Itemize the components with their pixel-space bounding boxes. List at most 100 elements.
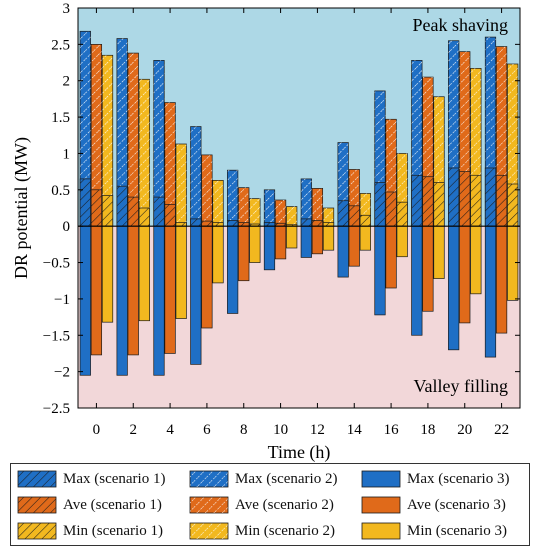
min-bar-scenario-1-hatch <box>175 222 187 227</box>
legend-swatch <box>189 470 229 488</box>
min-bar-scenario-3 <box>138 225 150 322</box>
max-bar-scenario-1-hatch <box>264 222 275 227</box>
max-bar-scenario-3 <box>263 225 276 271</box>
ave-bar-scenario-2-hatch <box>238 187 249 227</box>
min-bar-scenario-2-hatch <box>249 198 261 227</box>
min-bar-scenario-2-hatch <box>286 206 297 227</box>
y-tick-label: −1.5 <box>43 328 70 344</box>
min-bar-scenario-3 <box>396 225 408 258</box>
max-bar-scenario-3 <box>116 225 128 376</box>
x-axis-label: Time (h) <box>268 442 331 462</box>
y-tick-label: 2 <box>63 74 71 90</box>
min-bar-scenario-2-hatch <box>323 208 334 227</box>
min-bar-scenario-2-hatch <box>470 68 482 227</box>
max-bar-scenario-1-hatch <box>227 220 238 227</box>
ave-bar-scenario-1-hatch <box>496 175 507 227</box>
y-tick-label: −2.5 <box>43 401 70 417</box>
min-bar-scenario-1-hatch <box>360 215 371 227</box>
ave-bar-scenario-3 <box>127 225 139 356</box>
min-bar-scenario-2-hatch <box>139 79 150 227</box>
legend-swatch <box>17 470 57 488</box>
legend-item-ave-scenario-3: Ave (scenario 3) <box>361 494 506 516</box>
min-bar-scenario-3 <box>322 225 335 251</box>
x-tick-label: 10 <box>273 422 288 438</box>
peak-shaving-label: Peak shaving <box>413 15 508 35</box>
min-bar-scenario-1-hatch <box>286 224 297 227</box>
y-tick-label: 1 <box>63 146 71 162</box>
legend-swatch <box>361 470 401 488</box>
min-bar-scenario-2-hatch <box>360 193 371 227</box>
ave-bar-scenario-3 <box>164 225 176 354</box>
x-tick-label: 18 <box>420 422 435 438</box>
min-bar-scenario-1-hatch <box>396 202 408 227</box>
x-tick-label: 6 <box>203 422 211 438</box>
x-tick-label: 20 <box>457 422 472 438</box>
legend-label: Max (scenario 3) <box>407 470 510 487</box>
ave-bar-scenario-2-hatch <box>201 154 213 227</box>
max-bar-scenario-1-hatch <box>337 200 349 227</box>
min-bar-scenario-3 <box>175 225 187 319</box>
min-bar-scenario-2-hatch <box>175 144 187 227</box>
min-bar-scenario-1-hatch <box>249 224 261 227</box>
ave-bar-scenario-1-hatch <box>238 222 249 227</box>
ave-bar-scenario-2-hatch <box>275 200 286 227</box>
valley-filling-region <box>78 226 520 408</box>
max-bar-scenario-2-hatch <box>337 142 349 227</box>
ave-bar-scenario-2-hatch <box>496 46 507 227</box>
legend-item-min-scenario-1: Min (scenario 1) <box>17 520 163 542</box>
ave-bar-scenario-3 <box>311 225 324 255</box>
legend-label: Min (scenario 1) <box>63 522 163 539</box>
y-axis-label: DR potential (MW) <box>11 137 32 279</box>
legend-item-ave-scenario-2: Ave (scenario 2) <box>189 494 334 516</box>
max-bar-scenario-2-hatch <box>116 38 128 227</box>
chart-legend: Max (scenario 1) Max (scenario 2) Max (sce… <box>10 463 530 546</box>
ave-bar-scenario-2-hatch <box>128 53 139 227</box>
min-bar-scenario-1-hatch <box>323 222 334 227</box>
legend-swatch <box>361 496 401 514</box>
min-bar-scenario-1-hatch <box>212 222 224 227</box>
ave-bar-scenario-3 <box>90 225 103 356</box>
min-bar-scenario-3 <box>212 225 224 284</box>
ave-bar-scenario-1-hatch <box>275 223 286 227</box>
ave-bar-scenario-2-hatch <box>422 77 434 227</box>
plot-frame <box>77 7 521 409</box>
max-bar-scenario-2-hatch <box>411 60 423 227</box>
min-bar-scenario-3 <box>507 225 519 301</box>
max-bar-scenario-2-hatch <box>153 60 165 227</box>
legend-swatch <box>17 522 57 540</box>
ave-bar-scenario-3 <box>422 225 434 312</box>
max-bar-scenario-1-hatch <box>301 218 312 227</box>
ave-bar-scenario-1-hatch <box>349 205 360 227</box>
min-bar-scenario-1-hatch <box>139 208 150 227</box>
ave-bar-scenario-3 <box>495 225 508 334</box>
max-bar-scenario-2-hatch <box>448 40 459 227</box>
max-bar-scenario-2-hatch <box>264 189 275 227</box>
ave-bar-scenario-2-hatch <box>385 119 397 227</box>
ave-bar-scenario-3 <box>385 225 397 289</box>
legend-label: Max (scenario 1) <box>63 470 166 487</box>
max-bar-scenario-1-hatch <box>116 186 128 227</box>
legend-label: Ave (scenario 3) <box>407 496 506 513</box>
max-bar-scenario-3 <box>190 225 202 365</box>
legend-swatch <box>189 496 229 514</box>
max-bar-scenario-3 <box>300 225 312 258</box>
max-bar-scenario-3 <box>153 225 165 376</box>
max-bar-scenario-3 <box>411 225 423 336</box>
x-tick-label: 2 <box>130 422 138 438</box>
ave-bar-scenario-1-hatch <box>422 176 434 227</box>
min-bar-scenario-2-hatch <box>433 96 445 227</box>
ave-bar-scenario-3 <box>201 225 213 329</box>
ave-bar-scenario-2-hatch <box>459 51 470 227</box>
max-bar-scenario-3 <box>374 225 386 316</box>
min-bar-scenario-1-hatch <box>102 195 113 227</box>
y-tick-label: −0.5 <box>43 256 70 272</box>
x-tick-label: 16 <box>384 422 400 438</box>
ave-bar-scenario-1-hatch <box>201 221 213 227</box>
max-bar-scenario-3 <box>227 225 239 314</box>
min-bar-scenario-3 <box>433 225 445 279</box>
y-tick-label: 3 <box>63 1 71 17</box>
max-bar-scenario-3 <box>79 225 91 376</box>
min-bar-scenario-2-hatch <box>507 64 518 227</box>
min-bar-scenario-2-hatch <box>102 55 113 227</box>
min-bar-scenario-1-hatch <box>470 175 482 227</box>
